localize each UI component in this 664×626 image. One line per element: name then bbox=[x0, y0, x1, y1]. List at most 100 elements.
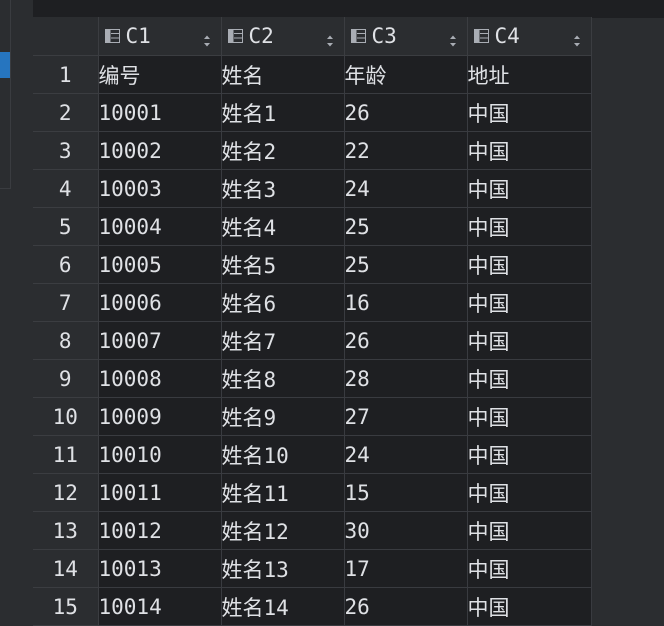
table-cell-c3[interactable]: 24 bbox=[344, 435, 468, 474]
table-cell-c4[interactable]: 中国 bbox=[467, 549, 592, 588]
row-number[interactable]: 15 bbox=[33, 587, 99, 626]
table-cell-c2[interactable]: 姓名1 bbox=[221, 93, 345, 132]
table-cell-c3[interactable]: 17 bbox=[344, 549, 468, 588]
table-row[interactable]: 10 10009 姓名9 27 中国 bbox=[33, 397, 592, 436]
sort-arrows-icon[interactable] bbox=[326, 29, 334, 47]
table-cell-c4[interactable]: 中国 bbox=[467, 131, 592, 170]
table-cell-c2[interactable]: 姓名12 bbox=[221, 511, 345, 550]
row-number[interactable]: 12 bbox=[33, 473, 99, 512]
grid-corner[interactable] bbox=[33, 17, 99, 56]
table-row[interactable]: 8 10007 姓名7 26 中国 bbox=[33, 321, 592, 360]
table-cell-c3[interactable]: 25 bbox=[344, 245, 468, 284]
table-cell-c4[interactable]: 中国 bbox=[467, 169, 592, 208]
table-cell-c1[interactable]: 10013 bbox=[98, 549, 222, 588]
table-cell-c3[interactable]: 28 bbox=[344, 359, 468, 398]
table-cell-c1[interactable]: 10008 bbox=[98, 359, 222, 398]
table-cell-c4[interactable]: 中国 bbox=[467, 435, 592, 474]
table-cell-c3[interactable]: 26 bbox=[344, 93, 468, 132]
table-cell-c1[interactable]: 10006 bbox=[98, 283, 222, 322]
table-row[interactable]: 13 10012 姓名12 30 中国 bbox=[33, 511, 592, 550]
table-cell-c2[interactable]: 姓名10 bbox=[221, 435, 345, 474]
row-number[interactable]: 10 bbox=[33, 397, 99, 436]
table-cell-c1[interactable]: 10004 bbox=[98, 207, 222, 246]
table-cell-c3[interactable]: 26 bbox=[344, 321, 468, 360]
column-header-c3[interactable]: C3 bbox=[344, 17, 468, 56]
table-cell-c4[interactable]: 中国 bbox=[467, 93, 592, 132]
table-row[interactable]: 4 10003 姓名3 24 中国 bbox=[33, 169, 592, 208]
table-cell-c3[interactable]: 15 bbox=[344, 473, 468, 512]
table-row[interactable]: 15 10014 姓名14 26 中国 bbox=[33, 587, 592, 626]
table-cell-c1[interactable]: 10005 bbox=[98, 245, 222, 284]
table-row[interactable]: 12 10011 姓名11 15 中国 bbox=[33, 473, 592, 512]
table-cell-c4[interactable]: 中国 bbox=[467, 397, 592, 436]
table-cell-c4[interactable]: 中国 bbox=[467, 511, 592, 550]
table-cell-c1[interactable]: 10012 bbox=[98, 511, 222, 550]
table-cell-c2[interactable]: 姓名2 bbox=[221, 131, 345, 170]
table-cell-c3[interactable]: 24 bbox=[344, 169, 468, 208]
table-cell-c2[interactable]: 姓名13 bbox=[221, 549, 345, 588]
column-header-c2[interactable]: C2 bbox=[221, 17, 345, 56]
sort-arrows-icon[interactable] bbox=[573, 29, 581, 47]
table-cell-c3[interactable]: 年龄 bbox=[344, 55, 468, 94]
table-cell-c2[interactable]: 姓名6 bbox=[221, 283, 345, 322]
table-cell-c2[interactable]: 姓名4 bbox=[221, 207, 345, 246]
row-number[interactable]: 2 bbox=[33, 93, 99, 132]
table-cell-c1[interactable]: 10007 bbox=[98, 321, 222, 360]
table-cell-c1[interactable]: 10002 bbox=[98, 131, 222, 170]
table-cell-c3[interactable]: 27 bbox=[344, 397, 468, 436]
table-cell-c2[interactable]: 姓名9 bbox=[221, 397, 345, 436]
table-row[interactable]: 7 10006 姓名6 16 中国 bbox=[33, 283, 592, 322]
table-cell-c3[interactable]: 30 bbox=[344, 511, 468, 550]
row-number[interactable]: 14 bbox=[33, 549, 99, 588]
table-cell-c3[interactable]: 25 bbox=[344, 207, 468, 246]
table-cell-c4[interactable]: 中国 bbox=[467, 359, 592, 398]
sort-arrows-icon[interactable] bbox=[449, 29, 457, 47]
table-cell-c4[interactable]: 中国 bbox=[467, 321, 592, 360]
table-cell-c1[interactable]: 10003 bbox=[98, 169, 222, 208]
table-cell-c2[interactable]: 姓名8 bbox=[221, 359, 345, 398]
table-row[interactable]: 6 10005 姓名5 25 中国 bbox=[33, 245, 592, 284]
table-cell-c2[interactable]: 姓名7 bbox=[221, 321, 345, 360]
row-number[interactable]: 7 bbox=[33, 283, 99, 322]
row-number[interactable]: 4 bbox=[33, 169, 99, 208]
table-cell-c1[interactable]: 10014 bbox=[98, 587, 222, 626]
table-cell-c2[interactable]: 姓名11 bbox=[221, 473, 345, 512]
column-header-c1[interactable]: C1 bbox=[98, 17, 222, 56]
row-number[interactable]: 13 bbox=[33, 511, 99, 550]
table-cell-c3[interactable]: 26 bbox=[344, 587, 468, 626]
row-number[interactable]: 1 bbox=[33, 55, 99, 94]
table-row[interactable]: 3 10002 姓名2 22 中国 bbox=[33, 131, 592, 170]
table-cell-c1[interactable]: 10011 bbox=[98, 473, 222, 512]
table-row[interactable]: 14 10013 姓名13 17 中国 bbox=[33, 549, 592, 588]
table-cell-c4[interactable]: 中国 bbox=[467, 283, 592, 322]
row-number[interactable]: 11 bbox=[33, 435, 99, 474]
row-number[interactable]: 6 bbox=[33, 245, 99, 284]
row-number[interactable]: 3 bbox=[33, 131, 99, 170]
table-row[interactable]: 1 编号 姓名 年龄 地址 bbox=[33, 55, 592, 94]
table-cell-c1[interactable]: 10010 bbox=[98, 435, 222, 474]
column-header-c4[interactable]: C4 bbox=[467, 17, 592, 56]
table-cell-c4[interactable]: 中国 bbox=[467, 473, 592, 512]
row-number[interactable]: 9 bbox=[33, 359, 99, 398]
table-cell-c4[interactable]: 地址 bbox=[467, 55, 592, 94]
table-row[interactable]: 9 10008 姓名8 28 中国 bbox=[33, 359, 592, 398]
table-row[interactable]: 5 10004 姓名4 25 中国 bbox=[33, 207, 592, 246]
sort-arrows-icon[interactable] bbox=[203, 29, 211, 47]
table-cell-c2[interactable]: 姓名 bbox=[221, 55, 345, 94]
table-row[interactable]: 2 10001 姓名1 26 中国 bbox=[33, 93, 592, 132]
table-cell-c2[interactable]: 姓名14 bbox=[221, 587, 345, 626]
table-cell-c4[interactable]: 中国 bbox=[467, 587, 592, 626]
table-cell-c1[interactable]: 编号 bbox=[98, 55, 222, 94]
table-row[interactable]: 11 10010 姓名10 24 中国 bbox=[33, 435, 592, 474]
table-cell-c2[interactable]: 姓名5 bbox=[221, 245, 345, 284]
selected-item-indicator[interactable] bbox=[0, 52, 10, 78]
table-cell-c3[interactable]: 16 bbox=[344, 283, 468, 322]
table-cell-c2[interactable]: 姓名3 bbox=[221, 169, 345, 208]
table-cell-c1[interactable]: 10001 bbox=[98, 93, 222, 132]
table-cell-c4[interactable]: 中国 bbox=[467, 207, 592, 246]
table-cell-c3[interactable]: 22 bbox=[344, 131, 468, 170]
row-number[interactable]: 8 bbox=[33, 321, 99, 360]
table-cell-c1[interactable]: 10009 bbox=[98, 397, 222, 436]
row-number[interactable]: 5 bbox=[33, 207, 99, 246]
table-cell-c4[interactable]: 中国 bbox=[467, 245, 592, 284]
